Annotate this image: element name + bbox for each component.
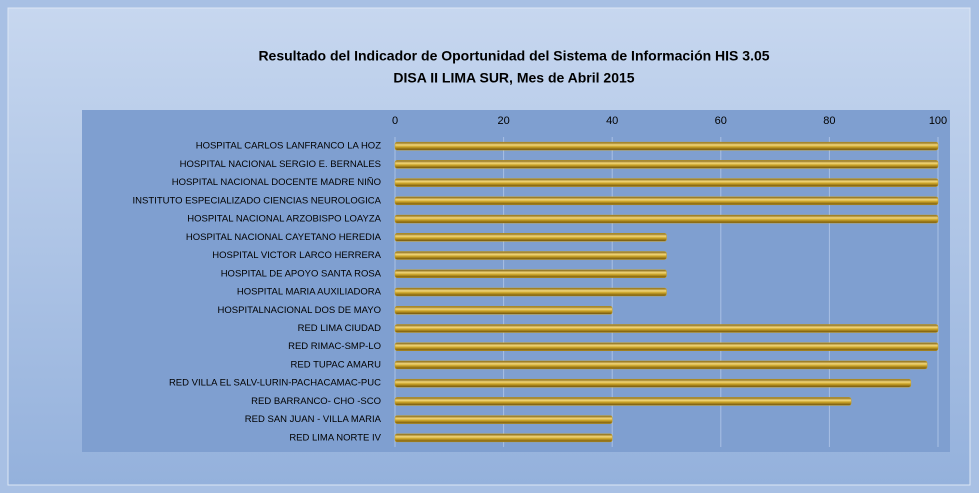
y-tick-label: INSTITUTO ESPECIALIZADO CIENCIAS NEUROLO… xyxy=(133,195,382,206)
y-tick-label: RED SAN JUAN - VILLA MARIA xyxy=(245,414,382,425)
y-tick-label: HOSPITAL CARLOS LANFRANCO LA HOZ xyxy=(196,141,381,152)
bar xyxy=(394,305,613,315)
y-tick-label: HOSPITAL NACIONAL CAYETANO HEREDIA xyxy=(186,232,382,243)
bar xyxy=(394,196,939,206)
y-tick-label: HOSPITALNACIONAL DOS DE MAYO xyxy=(218,305,381,316)
y-tick-label: HOSPITAL NACIONAL ARZOBISPO LOAYZA xyxy=(187,214,381,225)
bar xyxy=(394,233,667,242)
x-tick-label: 0 xyxy=(392,115,398,127)
y-tick-label: RED LIMA NORTE IV xyxy=(289,432,381,443)
y-tick-label: HOSPITAL NACIONAL DOCENTE MADRE NIÑO xyxy=(172,177,381,188)
y-tick-label: HOSPITAL MARIA AUXILIADORA xyxy=(237,287,382,298)
bar xyxy=(394,378,912,388)
y-tick-label: HOSPITAL NACIONAL SERGIO E. BERNALES xyxy=(180,159,381,170)
y-tick-label: RED LIMA CIUDAD xyxy=(298,323,382,334)
x-tick-label: 40 xyxy=(606,115,618,127)
chart-subtitle: DISA II LIMA SUR, Mes de Abril 2015 xyxy=(393,70,634,86)
y-tick-label: RED VILLA EL SALV-LURIN-PACHACAMAC-PUC xyxy=(169,378,381,389)
bar xyxy=(394,415,613,424)
x-tick-label: 20 xyxy=(497,115,509,127)
bar xyxy=(394,269,667,279)
bar xyxy=(394,342,939,351)
bar xyxy=(394,178,939,187)
bar xyxy=(394,360,928,370)
y-tick-label: RED RIMAC-SMP-LO xyxy=(288,341,381,352)
bar xyxy=(394,397,852,406)
bar xyxy=(394,251,667,260)
chart-title: Resultado del Indicador de Oportunidad d… xyxy=(258,48,769,64)
bar xyxy=(394,287,667,297)
bar xyxy=(394,141,939,151)
x-tick-label: 60 xyxy=(715,115,727,127)
bar xyxy=(394,214,939,224)
y-tick-label: RED BARRANCO- CHO -SCO xyxy=(251,396,381,407)
x-tick-label: 100 xyxy=(929,115,947,127)
bar xyxy=(394,160,939,169)
y-tick-label: HOSPITAL DE APOYO SANTA ROSA xyxy=(221,268,382,279)
bar xyxy=(394,433,613,443)
y-tick-label: RED TUPAC AMARU xyxy=(291,359,382,370)
y-tick-label: HOSPITAL VICTOR LARCO HERRERA xyxy=(212,250,381,261)
x-tick-label: 80 xyxy=(823,115,835,127)
bar xyxy=(394,324,939,333)
